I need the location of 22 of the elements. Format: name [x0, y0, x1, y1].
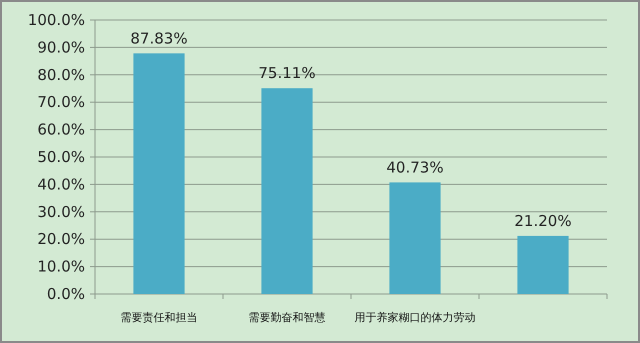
x-tick-label: 需要责任和担当 — [120, 311, 198, 324]
bar — [133, 53, 185, 294]
bar — [261, 88, 313, 294]
bar — [389, 182, 441, 294]
y-tick-label: 40.0% — [37, 175, 85, 194]
y-tick-label: 100.0% — [28, 11, 85, 29]
y-tick-label: 80.0% — [37, 66, 85, 84]
y-tick-label: 70.0% — [37, 93, 85, 112]
x-tick-label: 用于养家糊口的体力劳动 — [354, 311, 476, 324]
data-label: 40.73% — [386, 158, 444, 176]
data-label: 75.11% — [258, 64, 316, 82]
y-tick-label: 10.0% — [37, 258, 85, 276]
data-label: 21.20% — [514, 212, 572, 230]
y-tick-label: 90.0% — [37, 38, 85, 56]
y-tick-label: 0.0% — [46, 285, 85, 303]
y-tick-label: 50.0% — [37, 148, 85, 166]
y-tick-label: 20.0% — [37, 230, 85, 248]
x-tick-label: 需要勤奋和智慧 — [248, 311, 326, 324]
y-tick-label: 30.0% — [37, 202, 85, 221]
y-tick-label: 60.0% — [37, 120, 85, 139]
data-label: 87.83% — [130, 29, 188, 48]
bar — [517, 236, 569, 294]
